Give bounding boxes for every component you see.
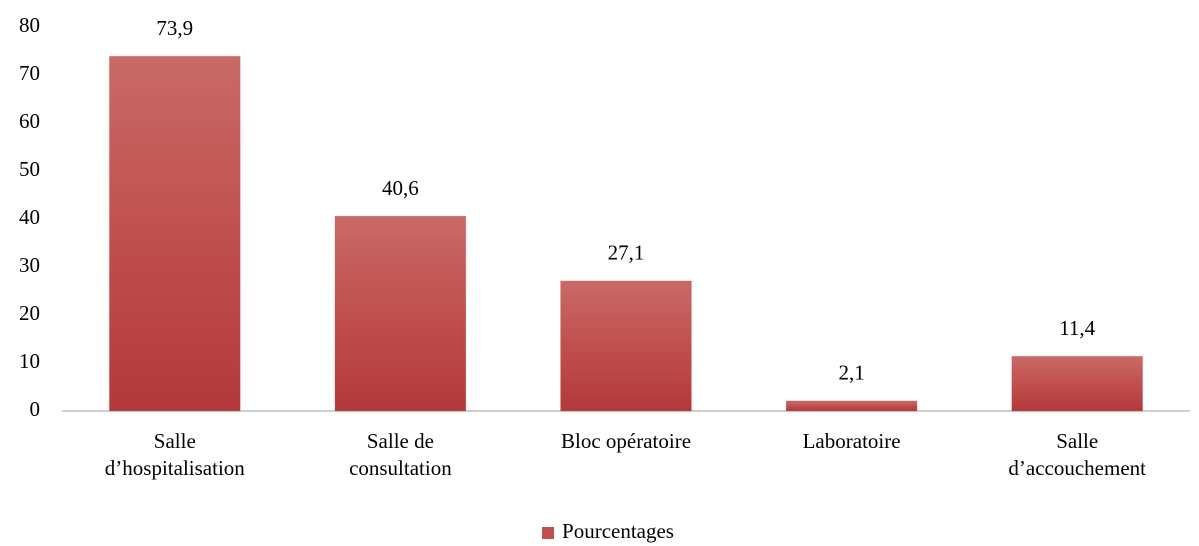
y-tick-label: 10 — [19, 349, 40, 373]
data-label: 11,4 — [1059, 316, 1095, 340]
x-tick-label: d’hospitalisation — [105, 456, 245, 480]
data-label: 40,6 — [382, 176, 419, 200]
y-tick-label: 80 — [19, 13, 40, 37]
y-tick-label: 70 — [19, 61, 40, 85]
x-tick-label: Laboratoire — [803, 429, 901, 453]
bar — [1011, 355, 1144, 412]
y-tick-label: 20 — [19, 301, 40, 325]
legend-label: Pourcentages — [562, 519, 674, 543]
y-tick-label: 40 — [19, 205, 40, 229]
y-tick-label: 0 — [30, 397, 41, 421]
x-tick-label: consultation — [349, 456, 452, 480]
y-tick-label: 60 — [19, 109, 40, 133]
x-tick-label: d’accouchement — [1008, 456, 1146, 480]
data-label: 73,9 — [156, 16, 193, 40]
bar — [334, 215, 467, 412]
bar — [785, 400, 918, 412]
bar — [560, 280, 692, 412]
legend-swatch — [542, 527, 555, 539]
x-tick-label: Salle de — [367, 429, 434, 453]
data-label: 2,1 — [838, 361, 864, 385]
x-tick-label: Bloc opératoire — [561, 429, 691, 453]
x-tick-label: Salle — [154, 429, 196, 453]
y-tick-label: 50 — [19, 157, 40, 181]
x-tick-label: Salle — [1056, 429, 1098, 453]
y-tick-label: 30 — [19, 253, 40, 277]
bar — [108, 55, 241, 412]
data-label: 27,1 — [608, 241, 645, 265]
